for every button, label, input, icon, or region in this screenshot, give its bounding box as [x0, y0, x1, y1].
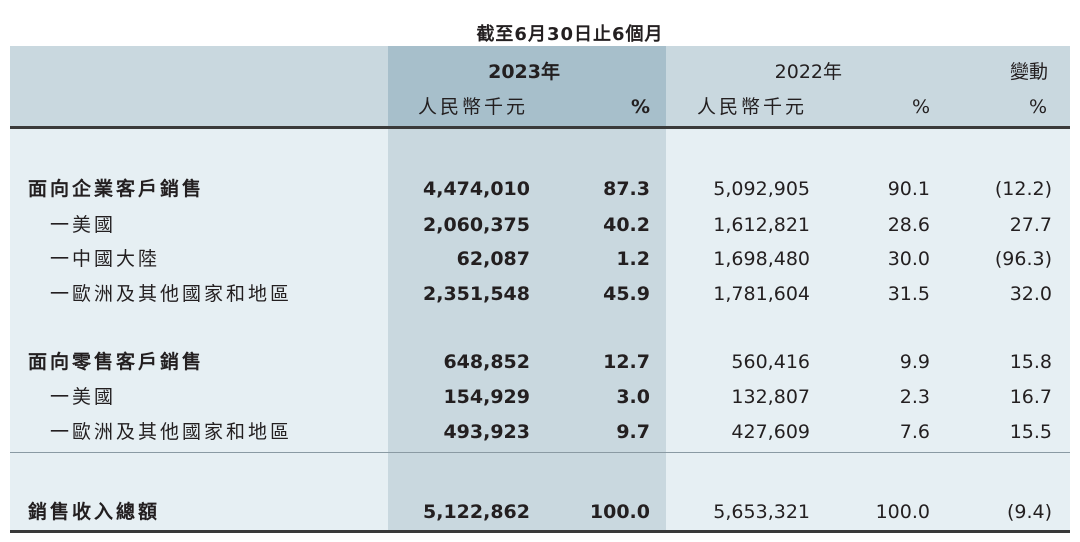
row-label: 面向企業客戶銷售 [28, 178, 205, 200]
row-label: 銷售收入總額 [28, 501, 161, 523]
value-2022-rmb: 1,781,604 [713, 283, 810, 305]
header-pct-change: % [1028, 96, 1047, 118]
value-2022-rmb: 1,612,821 [713, 214, 810, 236]
row-label: 面向零售客戶銷售 [28, 351, 205, 373]
value-change-pct: 27.7 [1009, 214, 1052, 236]
value-change-pct: (9.4) [1006, 501, 1052, 523]
value-2022-pct: 7.6 [899, 421, 930, 443]
value-change-pct: 15.8 [1009, 351, 1052, 373]
value-2023-pct: 1.2 [616, 248, 650, 270]
value-2023-rmb: 62,087 [456, 248, 530, 270]
value-2023-pct: 100.0 [589, 501, 650, 523]
value-2022-rmb: 427,609 [731, 421, 810, 443]
value-2023-pct: 12.7 [603, 351, 650, 373]
total-separator [10, 452, 1070, 453]
value-2022-pct: 30.0 [887, 248, 930, 270]
row-label: 一歐洲及其他國家和地區 [50, 283, 293, 305]
row-label: 一美國 [50, 386, 117, 408]
value-2023-pct: 9.7 [616, 421, 650, 443]
value-2023-pct: 87.3 [603, 178, 650, 200]
value-2022-pct: 28.6 [887, 214, 930, 236]
value-2022-pct: 2.3 [899, 386, 930, 408]
value-2023-pct: 40.2 [603, 214, 650, 236]
value-change-pct: (96.3) [994, 248, 1052, 270]
row-label: 一中國大陸 [50, 248, 161, 270]
value-change-pct: 32.0 [1009, 283, 1052, 305]
header-pct-2023: % [630, 96, 650, 118]
value-2022-rmb: 5,092,905 [713, 178, 810, 200]
table-body-band-2023 [388, 129, 666, 530]
value-2023-rmb: 493,923 [443, 421, 530, 443]
period-caption: 截至6月30日止6個月 [476, 24, 664, 45]
value-change-pct: (12.2) [994, 178, 1052, 200]
value-2023-rmb: 4,474,010 [423, 178, 530, 200]
value-change-pct: 15.5 [1009, 421, 1052, 443]
value-2022-pct: 31.5 [887, 283, 930, 305]
header-unit-2022: 人民幣千元 [697, 96, 808, 118]
value-change-pct: 16.7 [1009, 386, 1052, 408]
value-2022-pct: 100.0 [875, 501, 930, 523]
bottom-rule [10, 530, 1070, 533]
value-2023-rmb: 5,122,862 [423, 501, 530, 523]
row-label: 一歐洲及其他國家和地區 [50, 421, 293, 443]
value-2023-rmb: 154,929 [443, 386, 530, 408]
value-2023-rmb: 2,351,548 [423, 283, 530, 305]
value-2022-rmb: 5,653,321 [713, 501, 810, 523]
value-2023-pct: 3.0 [616, 386, 650, 408]
header-rule [10, 126, 1070, 129]
header-band-2023 [388, 46, 666, 126]
value-2022-rmb: 132,807 [731, 386, 810, 408]
row-label: 一美國 [50, 214, 117, 236]
header-year-2022: 2022年 [774, 61, 842, 83]
value-2022-pct: 90.1 [887, 178, 930, 200]
value-2023-rmb: 648,852 [443, 351, 530, 373]
value-2022-rmb: 1,698,480 [713, 248, 810, 270]
value-2022-rmb: 560,416 [731, 351, 810, 373]
value-2023-rmb: 2,060,375 [423, 214, 530, 236]
value-2022-pct: 9.9 [899, 351, 930, 373]
header-unit-2023: 人民幣千元 [418, 96, 529, 118]
header-change: 變動 [1009, 61, 1048, 83]
header-pct-2022: % [911, 96, 930, 118]
value-2023-pct: 45.9 [603, 283, 650, 305]
header-year-2023: 2023年 [488, 61, 560, 83]
